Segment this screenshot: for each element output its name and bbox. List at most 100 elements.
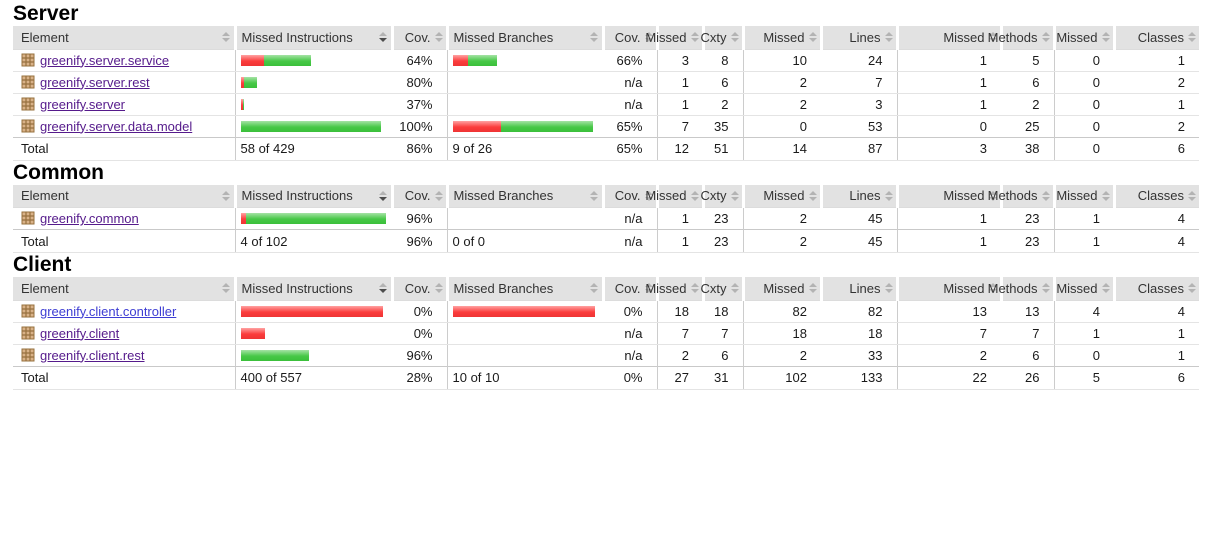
col-header-missed-lines[interactable]: Missed xyxy=(745,26,820,49)
col-header-label: Classes xyxy=(1137,188,1184,204)
col-header-classes[interactable]: Classes xyxy=(1116,26,1200,49)
sort-icon xyxy=(1101,190,1110,201)
col-header-missed-lines[interactable]: Missed xyxy=(745,185,820,208)
package-icon xyxy=(21,53,35,67)
col-header-missed-branches[interactable]: Missed Branches xyxy=(449,26,602,49)
col-header-instr-cov[interactable]: Cov. xyxy=(394,277,446,300)
package-link[interactable]: greenify.client.controller xyxy=(40,303,177,319)
sort-icon xyxy=(1188,32,1196,43)
col-header-missed-instructions[interactable]: Missed Instructions xyxy=(237,185,391,208)
table-row: greenify.common 96% n/a 1 23 2 45 1 23 1… xyxy=(13,207,1199,230)
package-link[interactable]: greenify.common xyxy=(40,211,139,226)
missed-cxty-cell: 1 xyxy=(656,93,703,116)
package-link[interactable]: greenify.server.rest xyxy=(40,74,150,90)
col-header-methods[interactable]: Methods xyxy=(988,185,1053,208)
col-header-methods[interactable]: Methods xyxy=(988,277,1053,300)
lines-cell: 18 xyxy=(821,322,897,345)
col-header-lines[interactable]: Lines xyxy=(823,277,896,300)
col-header-missed-classes[interactable]: Missed xyxy=(1056,26,1113,49)
instr-cov-cell: 96% xyxy=(406,211,433,226)
cxty-cell: 6 xyxy=(721,347,729,363)
col-header-instr-cov[interactable]: Cov. xyxy=(394,26,446,49)
col-header-missed-cxty[interactable]: Missed xyxy=(645,185,702,208)
sort-icon xyxy=(1101,32,1110,43)
total-classes: 4 xyxy=(1114,229,1199,253)
package-link[interactable]: greenify.client xyxy=(40,325,120,341)
col-header-cxty[interactable]: Cxty xyxy=(701,26,742,49)
instr-cov-cell: 0% xyxy=(392,322,447,345)
col-header-missed-classes[interactable]: Missed xyxy=(1056,185,1113,208)
col-header-cxty[interactable]: Cxty xyxy=(701,277,742,300)
col-header-lines[interactable]: Lines xyxy=(823,185,896,208)
missed-lines-cell: 2 xyxy=(742,71,821,94)
package-icon xyxy=(21,75,35,89)
element-cell: greenify.server xyxy=(13,93,235,116)
col-header-label: Missed xyxy=(943,188,985,204)
col-header-element[interactable]: Element xyxy=(13,277,234,300)
total-missed-methods: 1 xyxy=(896,229,1001,253)
col-header-branch-cov[interactable]: Cov. xyxy=(605,185,656,208)
cxty-cell: 18 xyxy=(703,300,743,323)
classes-cell: 1 xyxy=(1177,347,1185,363)
col-header-label: Cov. xyxy=(614,280,641,296)
col-header-label: Missed xyxy=(645,280,687,296)
col-header-methods[interactable]: Methods xyxy=(988,26,1053,49)
col-header-label: Lines xyxy=(849,280,881,296)
total-instr-cov: 28% xyxy=(392,365,447,390)
sort-icon xyxy=(690,32,699,43)
package-icon xyxy=(21,348,35,362)
missed-cxty-cell: 7 xyxy=(656,322,703,345)
col-header-missed-instructions[interactable]: Missed Instructions xyxy=(237,26,391,49)
missed-methods-cell: 1 xyxy=(896,93,1001,116)
missed-branches-bar xyxy=(446,300,603,323)
col-header-missed-branches[interactable]: Missed Branches xyxy=(449,277,602,300)
col-header-classes[interactable]: Classes xyxy=(1116,185,1200,208)
package-link[interactable]: greenify.server.data.model xyxy=(40,118,193,134)
package-link[interactable]: greenify.client.rest xyxy=(40,347,145,363)
col-header-missed-methods[interactable]: Missed xyxy=(899,26,1000,49)
package-link[interactable]: greenify.server xyxy=(40,96,126,112)
package-link[interactable]: greenify.server.service xyxy=(40,52,170,68)
col-header-cxty[interactable]: Cxty xyxy=(701,185,742,208)
col-header-missed-methods[interactable]: Missed xyxy=(899,277,1000,300)
col-header-missed-lines[interactable]: Missed xyxy=(745,277,820,300)
col-header-missed-classes[interactable]: Missed xyxy=(1056,277,1113,300)
col-header-branch-cov[interactable]: Cov. xyxy=(605,26,656,49)
col-header-missed-cxty[interactable]: Missed xyxy=(645,26,702,49)
missed-branches-bar xyxy=(446,344,603,366)
sort-icon xyxy=(221,190,230,201)
total-missed-cxty: 27 xyxy=(656,365,703,390)
col-header-missed-branches[interactable]: Missed Branches xyxy=(449,185,602,208)
cxty-cell: 8 xyxy=(703,49,743,72)
instr-cov-cell: 64% xyxy=(392,49,447,72)
branch-cov-cell: n/a xyxy=(603,93,657,116)
total-branch-cov: 65% xyxy=(603,136,657,161)
col-header-missed-instructions[interactable]: Missed Instructions xyxy=(237,277,391,300)
classes-cell: 1 xyxy=(1114,322,1199,345)
lines-cell: 45 xyxy=(868,211,883,226)
col-header-missed-methods[interactable]: Missed xyxy=(899,185,1000,208)
col-header-label: Missed xyxy=(1056,29,1098,45)
sort-icon xyxy=(434,190,443,201)
coverage-report-page: Server Element Missed Instructions Cov. … xyxy=(13,2,1200,390)
missed-cxty-cell: 3 xyxy=(656,49,703,72)
col-header-element[interactable]: Element xyxy=(13,26,234,49)
total-classes: 6 xyxy=(1114,365,1199,390)
missed-instructions-bar xyxy=(234,207,392,230)
methods-cell: 6 xyxy=(1001,71,1054,94)
total-lines: 45 xyxy=(821,229,897,253)
missed-methods-cell: 1 xyxy=(896,207,1001,230)
missed-methods-cell: 0 xyxy=(896,115,1001,137)
col-header-instr-cov[interactable]: Cov. xyxy=(394,185,446,208)
col-header-label: Element xyxy=(21,188,69,204)
col-header-branch-cov[interactable]: Cov. xyxy=(605,277,656,300)
sort-desc-icon xyxy=(378,190,387,201)
total-missed-cxty: 12 xyxy=(656,136,703,161)
col-header-missed-cxty[interactable]: Missed xyxy=(645,277,702,300)
sort-icon xyxy=(690,190,699,201)
col-header-lines[interactable]: Lines xyxy=(823,26,896,49)
col-header-classes[interactable]: Classes xyxy=(1116,277,1200,300)
sort-icon xyxy=(988,190,997,201)
col-header-label: Lines xyxy=(849,188,881,204)
col-header-element[interactable]: Element xyxy=(13,185,234,208)
